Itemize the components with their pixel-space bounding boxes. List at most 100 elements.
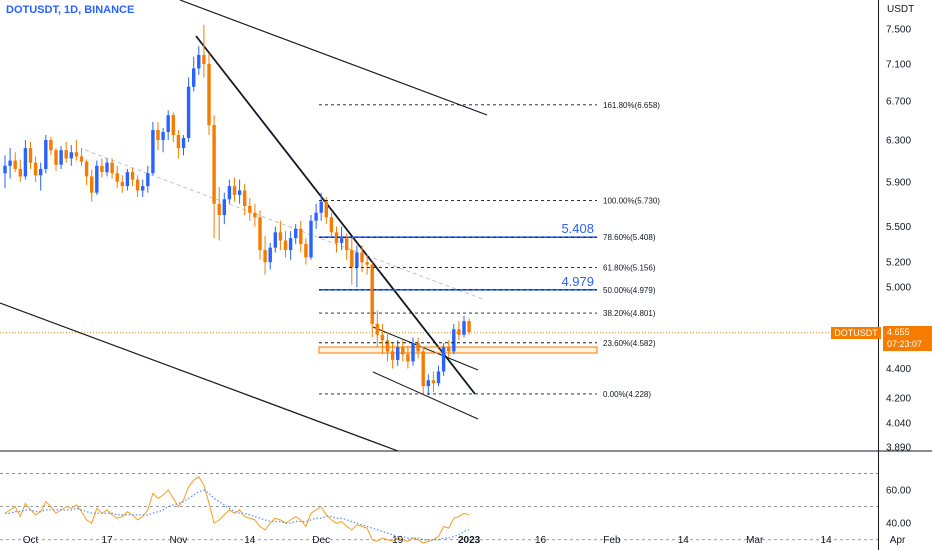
fib-level-label: 0.00%(4.228) [603,390,651,399]
candle-body [222,199,226,216]
candle-body [141,186,145,191]
last-price-tag: 4.655 07:23:07 [883,326,932,351]
candle-body [125,172,130,187]
fib-level-label: 38.20%(4.801) [603,309,656,318]
candlestick-series [3,24,471,396]
candle-body [268,247,272,263]
candle-body [54,150,58,165]
price-axis[interactable]: 7.500 7.100 6.700 6.300 5.900 5.500 5.200 5.000… [886,25,911,530]
price-tick-label: 7.100 [886,59,911,70]
candle-body [44,140,48,169]
price-tick-label: 4.200 [886,394,911,405]
candle-body [130,172,135,180]
candle-body [416,343,420,352]
candle-body [452,329,456,352]
fib-retracement[interactable]: 161.80%(6.658) 100.00%(5.730) 78.60%(5.408… [319,101,660,399]
bar-countdown: 07:23:07 [887,339,923,349]
drawing-tools[interactable] [0,0,598,452]
candle-body [411,343,415,362]
rsi-ma-line [5,489,470,541]
wedge-lower-line [372,371,479,420]
time-tick-label: 17 [101,535,113,546]
candle-body [28,148,33,163]
time-tick-label: Dec [312,535,330,546]
candle-body [299,228,303,245]
fib-level-label: 61.80%(5.156) [603,264,656,273]
candle-body [436,371,441,384]
fib-level-label: 23.60%(4.582) [603,339,656,348]
candle-body [431,380,436,384]
horizontal-line-price-label: 4.979 [561,274,594,289]
price-tick-label: 7.500 [886,25,911,36]
time-axis[interactable]: Oct 17 Nov 14 Dec 19 2023 16 Feb 14 Mar 14 Apr [23,535,906,546]
candle-body [441,347,446,372]
candle-body [406,354,410,362]
candle-body [273,232,277,248]
candle-body [18,168,22,177]
fib-level-label: 161.80%(6.658) [603,101,660,110]
time-tick-label: Apr [890,535,906,546]
candle-body [13,160,17,169]
candle-body [69,152,73,159]
candle-body [120,181,124,187]
candle-body [421,351,425,387]
candle-body [324,201,328,218]
candle-body [171,115,175,135]
horizontal-line-price-label: 5.408 [561,221,594,236]
candle-body [161,131,165,141]
price-tick-label: 4.040 [886,418,911,429]
candle-body [314,212,318,221]
candle-body [156,129,160,141]
time-tick-label: Feb [603,535,621,546]
candle-body [350,250,354,268]
candle-body [334,232,339,243]
candle-body [396,347,400,360]
candle-body [258,217,262,251]
candle-body [309,220,313,258]
candle-body [84,161,89,177]
candle-body [64,150,68,159]
candle-body [294,228,298,239]
time-tick-label: 14 [821,535,833,546]
time-tick-label: Mar [746,535,764,546]
candle-body [105,162,109,173]
candle-body [146,173,150,187]
price-unit-label: USDT [887,4,915,15]
price-tick-label: 5.000 [886,283,911,294]
candle-body [110,162,114,174]
candle-body [33,162,38,176]
time-tick-label: 14 [244,535,256,546]
price-tick-label: 5.200 [886,258,911,269]
candle-body [49,140,53,151]
symbol-price-tag: DOTUSDT [831,327,881,339]
candle-body [283,240,288,251]
candle-body [462,321,466,335]
candle-body [237,190,242,195]
candle-body [253,212,257,218]
candle-body [212,125,216,204]
time-tick-label: 14 [678,535,690,546]
price-tick-label: 3.890 [886,443,911,454]
channel-upper-line [179,0,488,116]
candle-body [59,150,63,165]
candle-body [186,86,191,138]
candle-body [375,323,379,335]
candle-body [227,186,232,200]
wedge-upper-line [372,326,479,371]
candle-body [360,252,364,263]
candle-body [339,238,344,243]
candle-body [79,156,84,162]
rsi-line [4,476,470,544]
candle-body [135,179,140,191]
time-tick-label: 2023 [458,535,481,546]
price-tick-label: 6.300 [886,136,911,147]
candle-body [401,347,405,355]
symbol-title[interactable]: DOTUSDT, 1D, BINANCE [6,4,135,16]
rsi-indicator [0,473,878,544]
fib-level-label: 100.00%(5.730) [603,196,660,205]
candle-body [288,238,293,251]
candle-body [345,238,349,251]
price-tick-label: 5.900 [886,177,911,188]
candle-body [243,190,247,206]
